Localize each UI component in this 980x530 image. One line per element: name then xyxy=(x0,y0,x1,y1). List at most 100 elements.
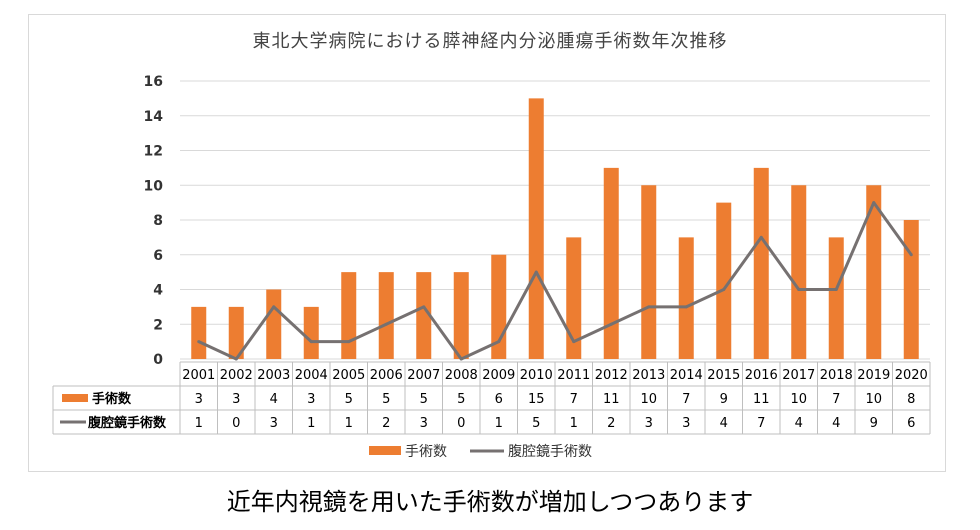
table-cell: 7 xyxy=(570,392,578,407)
point-2005 xyxy=(347,340,351,344)
table-cell: 5 xyxy=(532,416,540,431)
point-2004 xyxy=(309,340,313,344)
bar-2006 xyxy=(378,272,394,359)
page-caption: 近年内視鏡を用いた手術数が増加しつつあります xyxy=(226,488,754,516)
table-cell: 5 xyxy=(345,392,353,407)
bar-2002 xyxy=(228,306,244,359)
y-tick-label: 10 xyxy=(144,178,164,194)
table-cell: 7 xyxy=(832,392,840,407)
x-tick-label: 2008 xyxy=(445,368,478,383)
table-cell: 5 xyxy=(382,392,390,407)
x-tick-label: 2016 xyxy=(745,368,778,383)
bar-2013 xyxy=(641,185,657,359)
point-2007 xyxy=(422,305,426,309)
table-cell: 15 xyxy=(528,392,545,407)
x-tick-label: 2015 xyxy=(707,368,740,383)
x-tick-label: 2004 xyxy=(295,368,328,383)
y-tick-label: 2 xyxy=(153,317,163,333)
point-2002 xyxy=(234,357,238,361)
table-cell: 5 xyxy=(457,392,465,407)
table-cell: 6 xyxy=(907,416,915,431)
legend-label: 腹腔鏡手術数 xyxy=(508,443,592,460)
x-tick-label: 2006 xyxy=(370,368,403,383)
table-cell: 6 xyxy=(495,392,503,407)
point-2019 xyxy=(872,201,876,205)
point-2010 xyxy=(534,270,538,274)
bar-2018 xyxy=(828,237,844,359)
table-cell: 11 xyxy=(603,392,620,407)
line-series-laparoscopic xyxy=(198,201,913,361)
bar-2016 xyxy=(753,167,769,359)
table-cell: 10 xyxy=(790,392,807,407)
table-cell: 0 xyxy=(457,416,465,431)
table-row-label: 腹腔鏡手術数 xyxy=(88,415,167,431)
table-cell: 8 xyxy=(907,392,915,407)
point-2001 xyxy=(197,340,201,344)
x-tick-label: 2009 xyxy=(482,368,515,383)
table-cell: 3 xyxy=(195,392,203,407)
bar-2001 xyxy=(191,306,207,359)
bar-2010 xyxy=(528,98,544,359)
table-legend-key-bar xyxy=(62,394,88,402)
table-cell: 2 xyxy=(382,416,390,431)
bar-2014 xyxy=(678,237,694,359)
table-cell: 5 xyxy=(420,392,428,407)
y-tick-label: 0 xyxy=(153,352,163,368)
x-tick-label: 2012 xyxy=(595,368,628,383)
table-cell: 1 xyxy=(495,416,503,431)
x-tick-label: 2019 xyxy=(857,368,890,383)
x-tick-label: 2007 xyxy=(407,368,440,383)
point-2015 xyxy=(722,288,726,291)
table-cell: 9 xyxy=(720,392,728,407)
table-cell: 10 xyxy=(640,392,657,407)
table-cell: 9 xyxy=(870,416,878,431)
table-row-label: 手術数 xyxy=(92,391,132,407)
bar-2005 xyxy=(341,272,357,359)
y-tick-label: 12 xyxy=(144,144,163,160)
x-tick-label: 2018 xyxy=(820,368,853,383)
point-2014 xyxy=(684,305,688,309)
table-cell: 4 xyxy=(832,416,840,431)
point-2013 xyxy=(647,305,651,309)
table-cell: 4 xyxy=(795,416,803,431)
point-2017 xyxy=(797,288,801,291)
bar-2020 xyxy=(903,220,919,359)
table-cell: 4 xyxy=(720,416,728,431)
x-tick-label: 2001 xyxy=(182,368,215,383)
y-tick-label: 8 xyxy=(153,213,163,229)
point-2003 xyxy=(272,305,276,309)
point-2012 xyxy=(609,322,613,326)
table-cell: 3 xyxy=(682,416,690,431)
table-cell: 1 xyxy=(195,416,203,431)
y-tick-label: 4 xyxy=(153,283,163,299)
table-cell: 3 xyxy=(270,416,278,431)
table-cell: 7 xyxy=(757,416,765,431)
table-cell: 1 xyxy=(570,416,578,431)
x-tick-label: 2011 xyxy=(557,368,590,383)
table-cell: 3 xyxy=(420,416,428,431)
point-2006 xyxy=(384,322,388,326)
bar-2003 xyxy=(266,289,282,359)
x-tick-label: 2005 xyxy=(332,368,365,383)
legend-label: 手術数 xyxy=(405,444,447,460)
x-tick-label: 2013 xyxy=(632,368,665,383)
point-2011 xyxy=(572,340,576,344)
table-cell: 3 xyxy=(645,416,653,431)
bar-2007 xyxy=(416,272,432,359)
chart-title: 東北大学病院における膵神経内分泌腫瘍手術数年次推移 xyxy=(252,31,728,52)
point-2008 xyxy=(459,357,463,361)
table-cell: 10 xyxy=(865,392,882,407)
table-cell: 7 xyxy=(682,392,690,407)
x-tick-label: 2002 xyxy=(220,368,253,383)
bar-2019 xyxy=(866,185,882,359)
point-2018 xyxy=(834,288,838,291)
point-2020 xyxy=(909,253,913,257)
table-cell: 0 xyxy=(232,416,240,431)
bar-2012 xyxy=(603,167,619,359)
x-tick-label: 2003 xyxy=(257,368,290,383)
x-tick-label: 2014 xyxy=(670,368,703,383)
bar-2011 xyxy=(566,237,582,359)
table-cell: 3 xyxy=(232,392,240,407)
y-tick-label: 6 xyxy=(153,248,163,264)
table-cell: 4 xyxy=(270,392,278,407)
